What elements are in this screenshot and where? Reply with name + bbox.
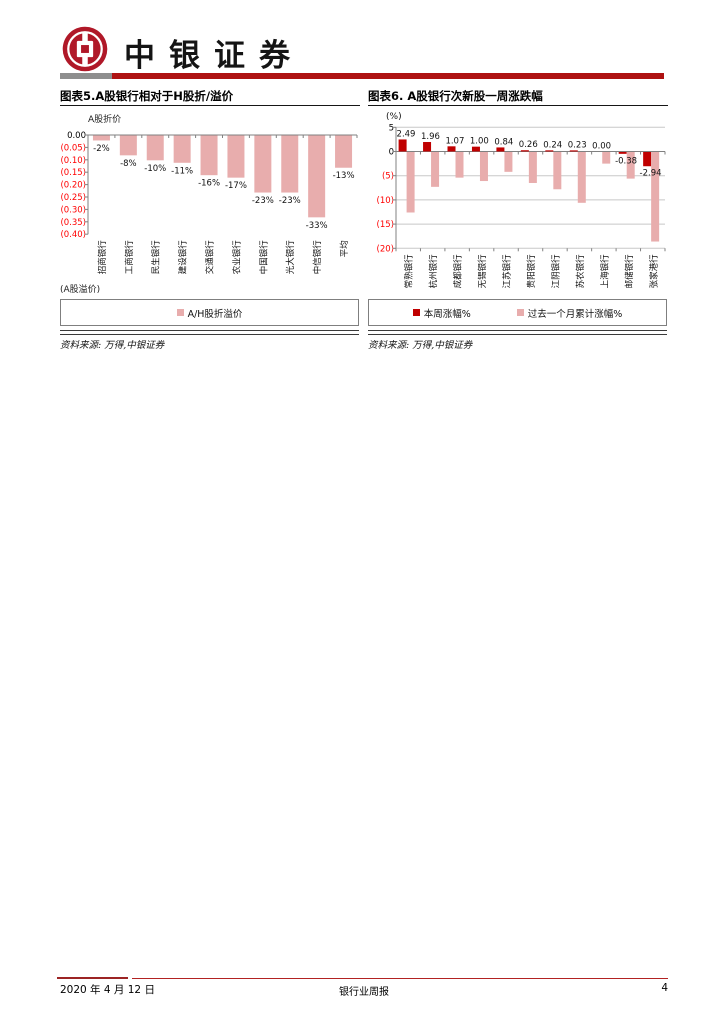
svg-text:农业银行: 农业银行 <box>231 240 242 275</box>
svg-text:5: 5 <box>389 123 394 133</box>
svg-text:-2%: -2% <box>93 144 110 154</box>
svg-text:A股折价: A股折价 <box>88 113 121 125</box>
svg-text:杭州银行: 杭州银行 <box>428 254 439 289</box>
svg-text:1.00: 1.00 <box>470 137 489 147</box>
svg-text:平均: 平均 <box>339 240 350 257</box>
svg-text:(10): (10) <box>377 196 394 206</box>
svg-text:0.24: 0.24 <box>543 140 562 150</box>
source-note: 资料来源: 万得,中银证券 <box>368 340 473 351</box>
svg-text:0.00: 0.00 <box>67 131 86 141</box>
footer-date: 2020 年 4 月 12 日 <box>60 984 155 996</box>
legend: 本周涨幅% 过去一个月累计涨幅% <box>368 299 667 326</box>
svg-text:-0.38: -0.38 <box>615 156 637 166</box>
boc-logo-icon <box>62 26 108 72</box>
svg-text:-8%: -8% <box>120 159 137 169</box>
legend-label: 过去一个月累计涨幅% <box>527 308 623 320</box>
svg-text:工商银行: 工商银行 <box>124 240 135 275</box>
source-note: 资料来源: 万得,中银证券 <box>60 340 165 351</box>
legend-swatch-darkred-icon <box>412 309 420 316</box>
separator-rule <box>368 330 667 335</box>
brand-name: 中银证券 <box>124 38 304 74</box>
svg-text:苏农银行: 苏农银行 <box>575 254 586 289</box>
chart-panel-ah-premium: 图表5.A股银行相对于H股折/溢价 A股折价 0.00 (0.05) (0.10) (0… <box>60 88 360 358</box>
svg-text:江苏银行: 江苏银行 <box>502 254 513 289</box>
chart-title: 图表5.A股银行相对于H股折/溢价 <box>60 89 234 103</box>
svg-text:-16%: -16% <box>198 179 220 189</box>
title-rule <box>60 105 360 106</box>
svg-text:(0.20): (0.20) <box>60 181 86 191</box>
plot-bottom-note: (A股溢价) <box>60 285 101 295</box>
svg-text:0.23: 0.23 <box>568 140 587 150</box>
svg-text:民生银行: 民生银行 <box>151 240 162 275</box>
svg-text:-23%: -23% <box>279 196 301 206</box>
footer-report-name: 银行业周报 <box>339 987 389 998</box>
svg-text:邮储银行: 邮储银行 <box>624 254 635 289</box>
svg-text:0.00: 0.00 <box>592 142 611 152</box>
svg-text:(20): (20) <box>377 244 394 254</box>
svg-text:常熟银行: 常熟银行 <box>404 254 415 289</box>
svg-text:-11%: -11% <box>171 166 193 176</box>
legend-label: 本周涨幅% <box>423 308 471 320</box>
footer-page-number: 4 <box>661 982 668 994</box>
svg-text:-33%: -33% <box>306 221 328 231</box>
svg-text:1.96: 1.96 <box>421 132 440 142</box>
separator-rule <box>60 330 359 335</box>
legend-swatch-pink-icon <box>516 309 524 316</box>
svg-text:招商银行: 招商银行 <box>97 240 108 275</box>
svg-text:-23%: -23% <box>252 196 274 206</box>
svg-text:中信银行: 中信银行 <box>312 240 323 275</box>
svg-text:-2.94: -2.94 <box>640 169 662 179</box>
svg-text:1.07: 1.07 <box>445 136 464 146</box>
legend: A/H股折溢价 <box>60 299 359 326</box>
svg-text:(0.10): (0.10) <box>60 156 86 166</box>
svg-text:成都银行: 成都银行 <box>453 254 464 289</box>
legend-item-week-change: 本周涨幅% <box>412 306 471 320</box>
svg-text:张家港行: 张家港行 <box>648 254 659 289</box>
svg-text:建设银行: 建设银行 <box>178 240 189 275</box>
svg-text:-17%: -17% <box>225 181 247 191</box>
svg-text:(5): (5) <box>382 172 394 182</box>
svg-text:(15): (15) <box>377 220 394 230</box>
svg-text:0.26: 0.26 <box>519 140 538 150</box>
svg-text:贵阳银行: 贵阳银行 <box>526 254 537 289</box>
svg-text:0: 0 <box>389 148 394 158</box>
svg-text:(0.35): (0.35) <box>60 218 86 228</box>
footer-rule-thin <box>132 978 668 980</box>
legend-item-month-change: 过去一个月累计涨幅% <box>516 306 623 320</box>
svg-text:(%): (%) <box>386 112 402 122</box>
svg-text:无锡银行: 无锡银行 <box>477 254 488 289</box>
chart-title: 图表6. A股银行次新股一周涨跌幅 <box>368 89 543 103</box>
header-rule-gray <box>60 73 112 79</box>
svg-text:中国银行: 中国银行 <box>258 240 269 275</box>
header-rule-red <box>112 73 664 79</box>
new-stock-change-bar-chart: (%)5 0 (5) (10) (15) (20) 2.49 常熟银行 1.96 杭州银行 1.07… <box>377 112 666 289</box>
svg-text:上海银行: 上海银行 <box>599 254 610 289</box>
footer-rule-thick <box>57 977 128 980</box>
chart-panel-new-stocks: 图表6. A股银行次新股一周涨跌幅 (%) 5 0 (5) (10) (15) (20) 2.… <box>368 88 668 358</box>
svg-text:(0.25): (0.25) <box>60 193 86 203</box>
svg-text:2.49: 2.49 <box>397 129 416 139</box>
svg-text:-10%: -10% <box>144 164 166 174</box>
svg-text:(0.05): (0.05) <box>60 143 86 153</box>
svg-text:-13%: -13% <box>333 171 355 181</box>
legend-item-ah-premium: A/H股折溢价 <box>176 306 243 320</box>
svg-text:(0.30): (0.30) <box>60 205 86 215</box>
svg-text:光大银行: 光大银行 <box>285 240 296 275</box>
svg-text:(0.15): (0.15) <box>60 168 86 178</box>
legend-swatch-pink-icon <box>176 309 184 316</box>
svg-text:交通银行: 交通银行 <box>205 240 216 275</box>
legend-label: A/H股折溢价 <box>187 308 243 320</box>
svg-text:(0.40): (0.40) <box>60 230 86 240</box>
title-rule <box>368 105 668 106</box>
svg-text:江阴银行: 江阴银行 <box>550 254 561 289</box>
svg-text:0.84: 0.84 <box>494 137 513 147</box>
